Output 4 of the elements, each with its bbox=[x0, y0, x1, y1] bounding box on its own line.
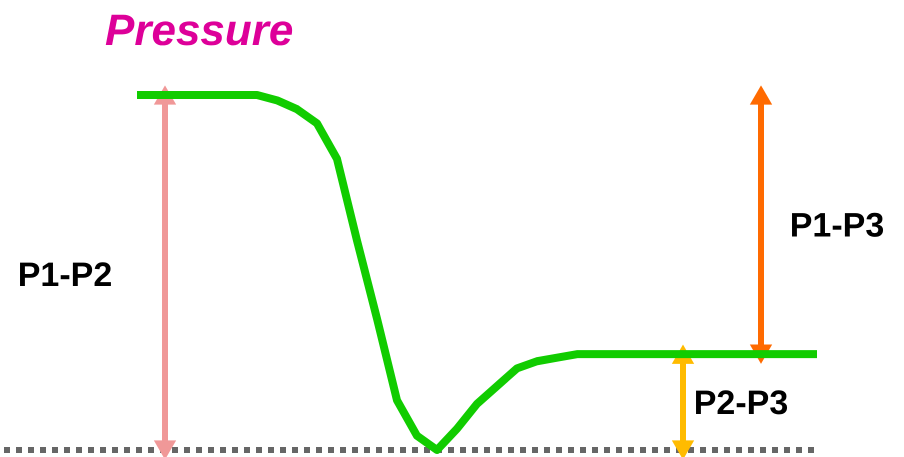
annotation: P2-P3 bbox=[694, 384, 788, 422]
annotation: P1-P3 bbox=[790, 206, 884, 244]
text: P1-P2 bbox=[18, 256, 112, 294]
chart-title: Pressure bbox=[105, 6, 294, 55]
